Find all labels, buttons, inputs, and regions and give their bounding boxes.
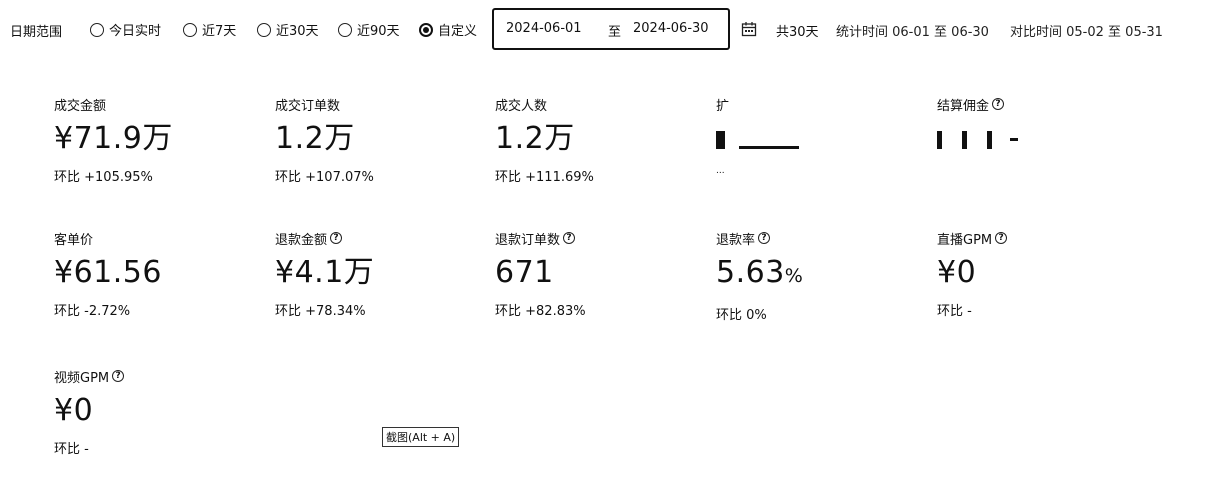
metric-value: ¥0 [937,255,977,290]
metric-label: 成交订单数 [275,98,341,114]
radio-label: 近7天 [202,24,237,39]
metric-value-unit: % [784,265,804,287]
metric-label-text: 退款率 [716,232,756,248]
metric-delta: 环比 +105.95% [54,170,153,185]
radio-checked-icon[interactable] [419,22,433,37]
question-circle-icon[interactable]: ? [330,232,343,244]
comparison-time: 对比时间 05-02 至 05-31 [1010,25,1163,40]
metric-delta: 环比 +111.69% [495,170,594,185]
metric-label: 退款率 ? [716,230,926,248]
filter-bar: 日期范围 今日实时 近7天 近30天 近90天 自定义 2024-06-01 至… [0,0,1205,58]
metric-settlement-commission[interactable]: 结算佣金 ? [937,96,1147,158]
radio-label: 近90天 [357,24,400,39]
date-range-picker[interactable]: 2024-06-01 至 2024-06-30 [492,8,730,50]
metric-label: 退款金额 ? [275,230,485,248]
radio-circle-icon[interactable] [257,22,271,37]
radio-today-realtime[interactable]: 今日实时 [90,20,161,39]
radio-last-30-days[interactable]: 近30天 [257,20,319,39]
radio-label: 自定义 [438,24,478,39]
metric-label-text: 结算佣金 [937,98,990,114]
metric-label: 扩 [716,98,730,114]
metric-video-gpm[interactable]: 视频GPM ? ¥0 环比 - [54,368,264,457]
radio-last-7-days[interactable]: 近7天 [183,20,236,39]
metric-redacted-1[interactable]: 扩 ... [716,96,926,176]
calendar-icon[interactable] [741,21,757,37]
metric-delta: ... [716,166,725,176]
question-circle-icon[interactable]: ? [112,370,125,382]
metric-refund-rate[interactable]: 退款率 ? 5.63% 环比 0% [716,230,926,323]
question-circle-icon[interactable]: ? [995,232,1008,244]
radio-circle-icon[interactable] [183,22,197,37]
metric-delta: 环比 +78.34% [275,304,366,319]
metric-avg-order-value[interactable]: 客单价 ¥61.56 环比 -2.72% [54,230,264,320]
metric-label: 成交人数 [495,98,548,114]
metric-label: 视频GPM ? [54,368,264,386]
metric-label: 成交金额 [54,98,107,114]
total-days: 共30天 [776,25,819,40]
metric-delta: 环比 +107.07% [275,170,374,185]
radio-last-90-days[interactable]: 近90天 [338,20,400,39]
radio-label: 近30天 [276,24,319,39]
start-date-input[interactable]: 2024-06-01 [506,21,582,36]
metric-value: 5.63% [716,254,926,292]
metric-label: 退款订单数 ? [495,230,705,248]
metric-value: 1.2万 [495,121,575,156]
radio-circle-icon[interactable] [338,22,352,37]
metric-value-redacted [937,120,1147,158]
metric-delta: 环比 0% [716,308,767,323]
metric-delta: 环比 -2.72% [54,304,131,319]
question-circle-icon[interactable]: ? [758,232,771,244]
question-circle-icon[interactable]: ? [563,232,576,244]
metric-value: 1.2万 [275,121,355,156]
screenshot-tooltip: 截图(Alt + A) [382,427,460,447]
metric-label: 客单价 [54,232,94,248]
metric-label-text: 视频GPM [54,370,110,386]
metric-delta: 环比 - [54,442,89,457]
metric-value-redacted [716,120,926,158]
metric-value: ¥0 [54,393,94,428]
metric-value: ¥61.56 [54,255,162,290]
metric-refund-amount[interactable]: 退款金额 ? ¥4.1万 环比 +78.34% [275,230,485,319]
metric-delta: 环比 +82.83% [495,304,586,319]
metric-value: ¥4.1万 [275,255,375,290]
metric-live-gpm[interactable]: 直播GPM ? ¥0 环比 - [937,230,1147,319]
metric-order-count[interactable]: 成交订单数 1.2万 环比 +107.07% [275,96,485,186]
statistics-time: 统计时间 06-01 至 06-30 [836,25,989,40]
metric-label-text: 退款订单数 [495,232,561,248]
radio-custom[interactable]: 自定义 [419,20,477,39]
metric-label-text: 退款金额 [275,232,328,248]
metric-delta: 环比 - [937,304,972,319]
metric-label: 结算佣金 ? [937,96,1147,114]
end-date-input[interactable]: 2024-06-30 [633,21,709,36]
date-range-label: 日期范围 [10,25,63,40]
radio-circle-icon[interactable] [90,22,104,37]
metric-value: ¥71.9万 [54,121,173,156]
question-circle-icon[interactable]: ? [992,98,1005,110]
metric-buyer-count[interactable]: 成交人数 1.2万 环比 +111.69% [495,96,705,186]
metric-label-text: 直播GPM [937,232,993,248]
radio-label: 今日实时 [109,24,162,39]
metric-refund-order-count[interactable]: 退款订单数 ? 671 环比 +82.83% [495,230,705,319]
metric-label: 直播GPM ? [937,230,1147,248]
metric-gmv[interactable]: 成交金额 ¥71.9万 环比 +105.95% [54,96,264,186]
date-separator: 至 [608,25,622,40]
metric-value: 671 [495,255,554,290]
metric-value-number: 5.63 [716,255,785,290]
